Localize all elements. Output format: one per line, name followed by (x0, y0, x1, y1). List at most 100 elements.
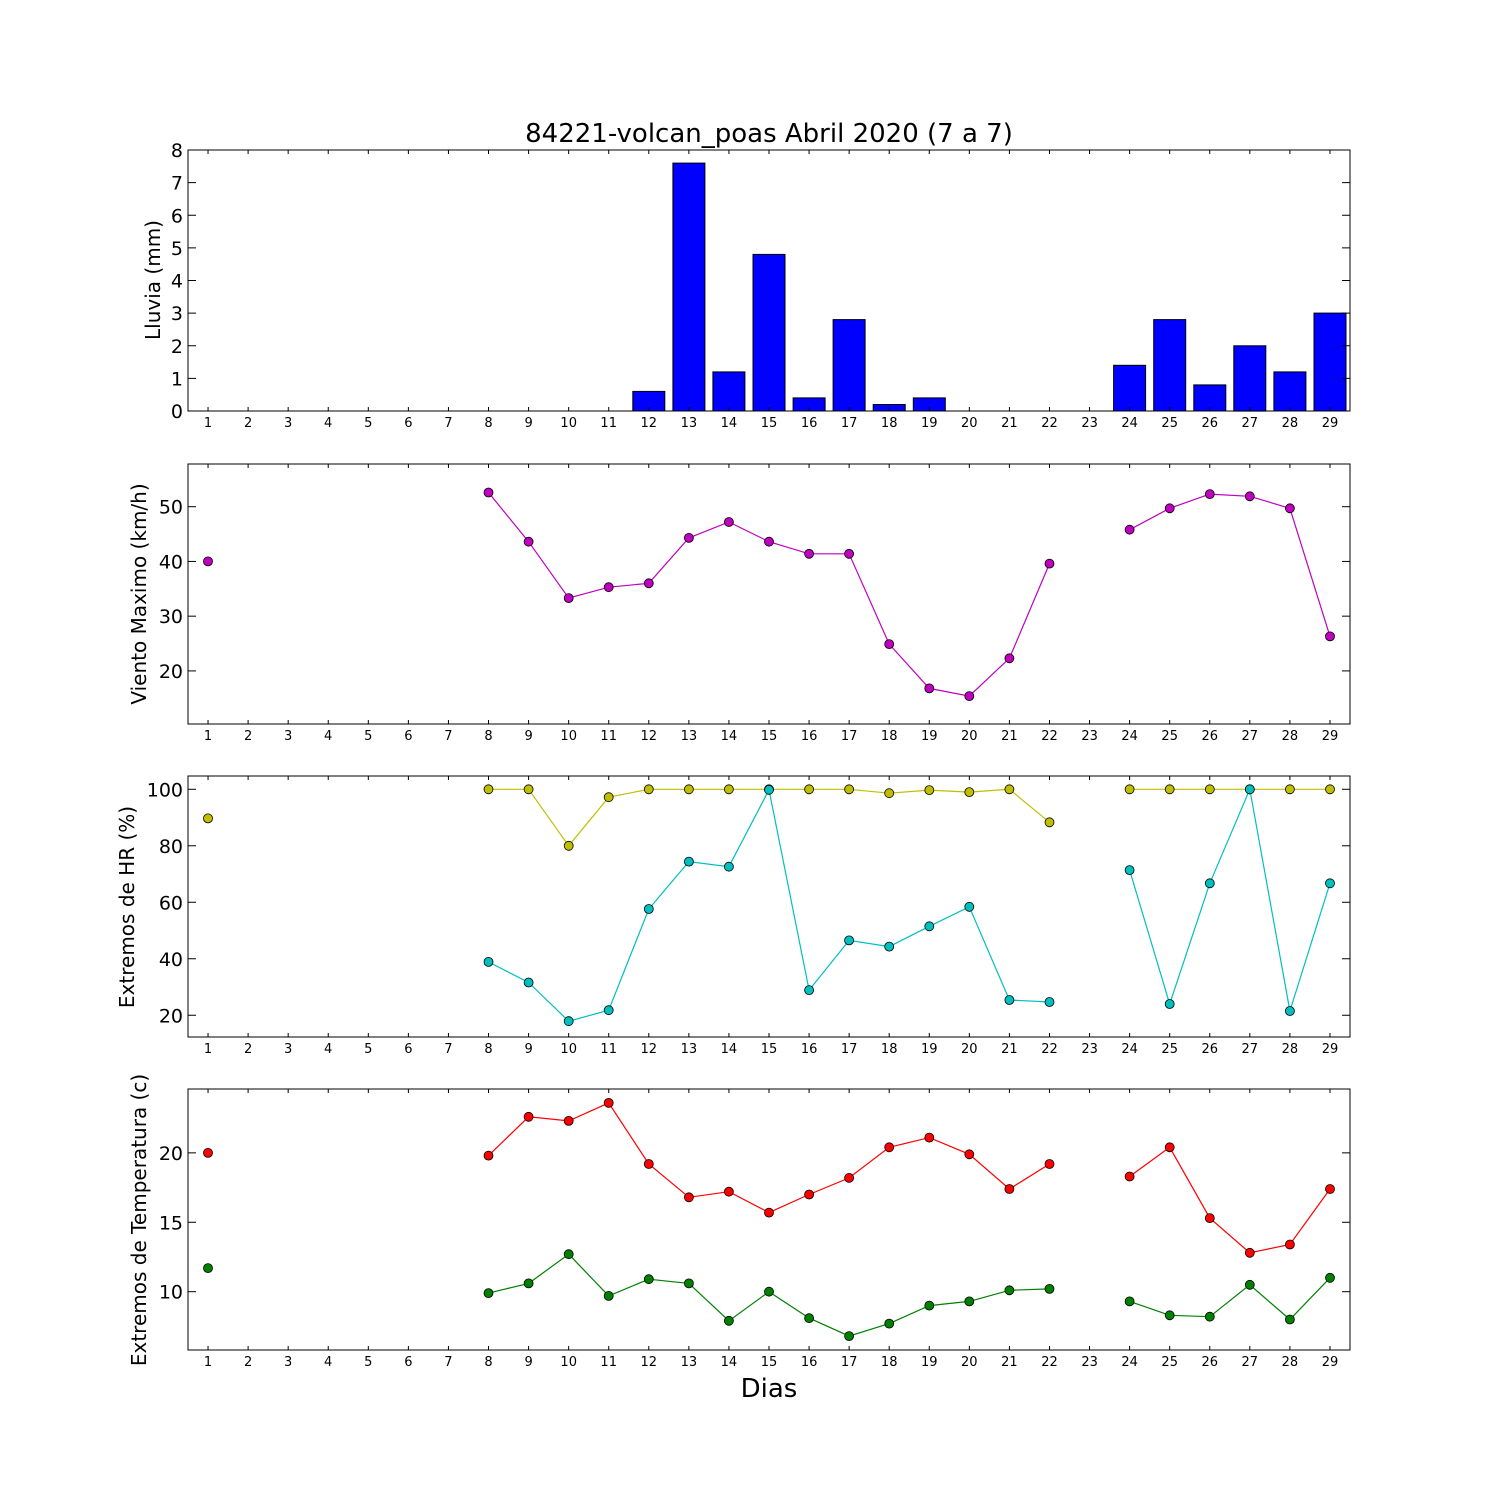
temperature-x-tick-label: 3 (284, 1355, 292, 1370)
humidity-x-tick-label: 12 (641, 1042, 658, 1057)
rainfall-panel: 84221-volcan_poas Abril 2020 (7 a 7) Llu… (141, 119, 1351, 431)
wind-x-tick-label: 14 (721, 729, 738, 744)
humidity-y-tick-label: 60 (159, 892, 183, 914)
temperature-x-tick-label: 20 (961, 1355, 978, 1370)
temperature-series-1-point (1124, 1171, 1135, 1182)
temperature-x-tick-label: 7 (444, 1355, 452, 1370)
wind-series-1-point (924, 683, 935, 694)
rainfall-x-tick-label: 9 (524, 416, 532, 431)
wind-x-tick-label: 7 (444, 729, 452, 744)
rainfall-bar (1233, 345, 1267, 412)
wind-x-tick-label: 5 (364, 729, 372, 744)
wind-series-1-point (1325, 631, 1335, 642)
wind-series-1-point (844, 548, 854, 559)
humidity-series-2-point (964, 901, 975, 912)
temperature-x-tick-label: 17 (841, 1355, 858, 1370)
humidity-x-tick-label: 2 (244, 1042, 252, 1057)
wind-series-1-point (603, 582, 614, 593)
humidity-x-tick-label: 14 (721, 1042, 738, 1057)
wind-series-1-point (1244, 491, 1255, 502)
wind-series-1-point (684, 533, 694, 543)
temperature-series-2-point (1244, 1279, 1255, 1290)
humidity-y-tick-label: 40 (159, 949, 183, 971)
rainfall-x-tick-label: 2 (244, 416, 252, 431)
wind-x-tick-label: 25 (1161, 729, 1178, 744)
wind-y-tick-label: 20 (159, 661, 183, 683)
humidity-series-1-point (1285, 784, 1295, 795)
wind-x-tick-label: 6 (404, 729, 412, 744)
humidity-series-2-point (804, 985, 814, 995)
rainfall-bar (1113, 364, 1147, 412)
temperature-series-1-point (1164, 1142, 1175, 1153)
temperature-x-tick-label: 5 (364, 1355, 372, 1370)
temperature-series-2-point (724, 1315, 734, 1326)
temperature-y-axis-label: Extremos de Temperatura (c) (127, 1074, 151, 1366)
humidity-series-2-point (483, 957, 494, 967)
rainfall-y-axis-label: Lluvia (mm) (141, 220, 165, 340)
humidity-x-tick-label: 11 (600, 1042, 617, 1057)
temperature-series-2-point (1204, 1311, 1215, 1322)
wind-x-tick-label: 20 (961, 729, 978, 744)
humidity-series-2-line (1129, 787, 1331, 1012)
rainfall-x-tick-label: 27 (1242, 416, 1259, 431)
temperature-x-tick-label: 2 (244, 1355, 252, 1370)
humidity-y-tick-label: 20 (159, 1005, 183, 1027)
rainfall-x-tick-label: 14 (721, 416, 738, 431)
temperature-series-1-point (964, 1149, 975, 1160)
wind-x-tick-label: 2 (244, 729, 252, 744)
wind-x-tick-label: 13 (681, 729, 698, 744)
temperature-x-tick-label: 13 (681, 1355, 698, 1370)
rainfall-x-tick-label: 17 (841, 416, 858, 431)
wind-series-1-point (804, 548, 814, 559)
rainfall-x-tick-label: 24 (1121, 416, 1138, 431)
rainfall-x-tick-label: 28 (1282, 416, 1299, 431)
temperature-x-tick-label: 16 (801, 1355, 818, 1370)
rainfall-x-tick-label: 4 (324, 416, 332, 431)
temperature-series-1-point (643, 1159, 654, 1169)
temperature-x-tick-label: 9 (524, 1355, 532, 1370)
humidity-series-1-point (924, 785, 935, 795)
humidity-series-2-point (1244, 784, 1255, 795)
humidity-series-2-point (1285, 1006, 1295, 1016)
temperature-x-tick-label: 18 (881, 1355, 898, 1370)
wind-series-1-point (1164, 503, 1175, 514)
temperature-series-2-point (924, 1300, 935, 1311)
temperature-series-1-line (1129, 1146, 1331, 1254)
chart-title: 84221-volcan_poas Abril 2020 (7 a 7) (525, 119, 1013, 149)
temperature-series-1-point (1285, 1239, 1295, 1250)
humidity-series-1-point (563, 840, 574, 851)
rainfall-x-tick-label: 19 (921, 416, 938, 431)
temperature-series-1-point (844, 1173, 854, 1183)
temperature-series-2-point (1325, 1272, 1335, 1283)
wind-panel: Viento Maximo (km/h) 1 2 3 4 5 6 7 8 9 10 11 12 13 14… (127, 463, 1351, 744)
rainfall-x-tick-label: 22 (1041, 416, 1058, 431)
wind-series-1-point (1004, 653, 1015, 664)
rainfall-bar (832, 319, 866, 412)
humidity-x-tick-label: 20 (961, 1042, 978, 1057)
rainfall-y-tick-label: 1 (171, 368, 183, 390)
temperature-x-tick-label: 14 (721, 1355, 738, 1370)
wind-x-tick-label: 15 (761, 729, 778, 744)
rainfall-x-tick-label: 21 (1001, 416, 1018, 431)
rainfall-x-tick-label: 25 (1161, 416, 1178, 431)
wind-series-1-point (643, 578, 654, 589)
temperature-series-2-point (764, 1286, 774, 1297)
wind-series-1-point (884, 639, 895, 649)
wind-x-tick-label: 9 (524, 729, 532, 744)
humidity-series-1-point (804, 784, 814, 795)
wind-series-1-point (724, 517, 734, 527)
humidity-x-tick-label: 15 (761, 1042, 778, 1057)
rainfall-y-tick-label: 3 (171, 303, 183, 325)
temperature-x-tick-label: 8 (484, 1355, 492, 1370)
temperature-series-2-point (643, 1274, 654, 1285)
rainfall-x-tick-label: 29 (1322, 416, 1339, 431)
humidity-series-1-point (1325, 784, 1335, 795)
temperature-x-tick-label: 15 (761, 1355, 778, 1370)
humidity-series-2-point (844, 935, 854, 946)
rainfall-bar (672, 162, 706, 412)
humidity-y-tick-label: 80 (159, 836, 183, 858)
rainfall-x-tick-label: 18 (881, 416, 898, 431)
humidity-x-tick-label: 26 (1202, 1042, 1219, 1057)
humidity-x-tick-label: 9 (524, 1042, 532, 1057)
